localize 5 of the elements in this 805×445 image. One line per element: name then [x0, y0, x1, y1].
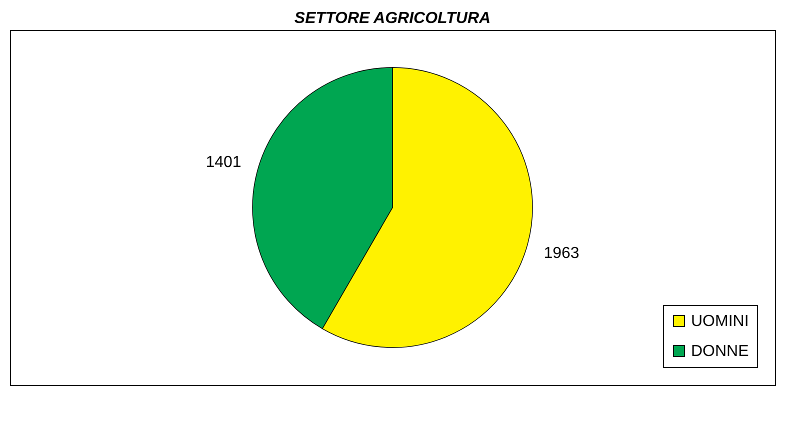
legend-label: DONNE	[691, 343, 749, 360]
legend-label: UOMINI	[691, 313, 749, 330]
data-label: 1401	[206, 154, 242, 172]
chart-title: SETTORE AGRICOLTURA	[294, 10, 491, 27]
data-label: 1963	[544, 244, 580, 262]
